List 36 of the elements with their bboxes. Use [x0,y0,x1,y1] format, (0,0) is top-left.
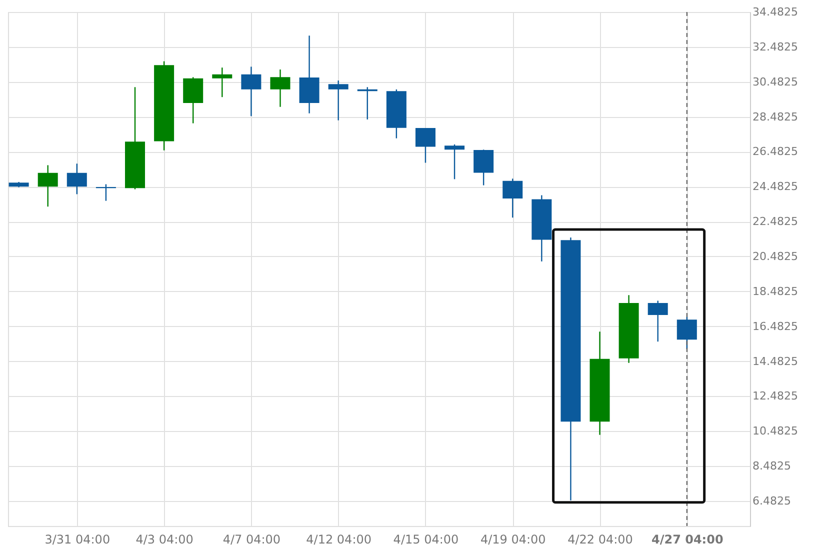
y-tick-label: 34.4825 [752,6,798,18]
x-tick-label: 3/31 04:00 [44,532,110,546]
y-tick-label: 14.4825 [752,354,798,368]
y-tick-label: 18.4825 [752,284,798,298]
candlestick [212,66,232,98]
candlestick [96,184,116,202]
candlestick [648,300,668,342]
candlestick [241,66,262,117]
x-tick-label: 4/22 04:00 [568,532,633,546]
candlestick [444,144,465,180]
candlestick [38,164,58,208]
candlestick [270,68,290,108]
y-tick-label: 22.4825 [752,215,798,228]
y-tick-label: 20.4825 [752,250,798,263]
x-tick-label: 4/3 04:00 [136,532,194,546]
y-tick-label: 26.4825 [752,145,798,158]
y-tick-label: 6.4825 [752,494,791,508]
x-tick-label: 4/27 04:00 [652,532,724,546]
x-tick-label: 4/19 04:00 [480,532,546,546]
x-tick-label: 4/7 04:00 [222,532,281,546]
y-tick-label: 12.4825 [752,390,798,403]
y-tick-label: 28.4825 [752,110,798,124]
candlestick [66,163,87,195]
y-tick-label: 16.4825 [752,320,798,333]
y-tick-label: 8.4825 [752,460,791,473]
candlestick [676,316,697,350]
candlestick [328,80,348,121]
candlestick [415,127,436,164]
candlestick [502,178,523,218]
y-tick-label: 24.4825 [752,180,798,194]
y-tick-label: 30.4825 [752,75,798,88]
candlestick [474,149,494,186]
y-tick-label: 32.4825 [752,40,798,54]
x-tick-label: 4/15 04:00 [393,532,459,546]
x-tick-label: 4/12 04:00 [306,532,372,546]
y-tick-label: 10.4825 [752,424,798,438]
